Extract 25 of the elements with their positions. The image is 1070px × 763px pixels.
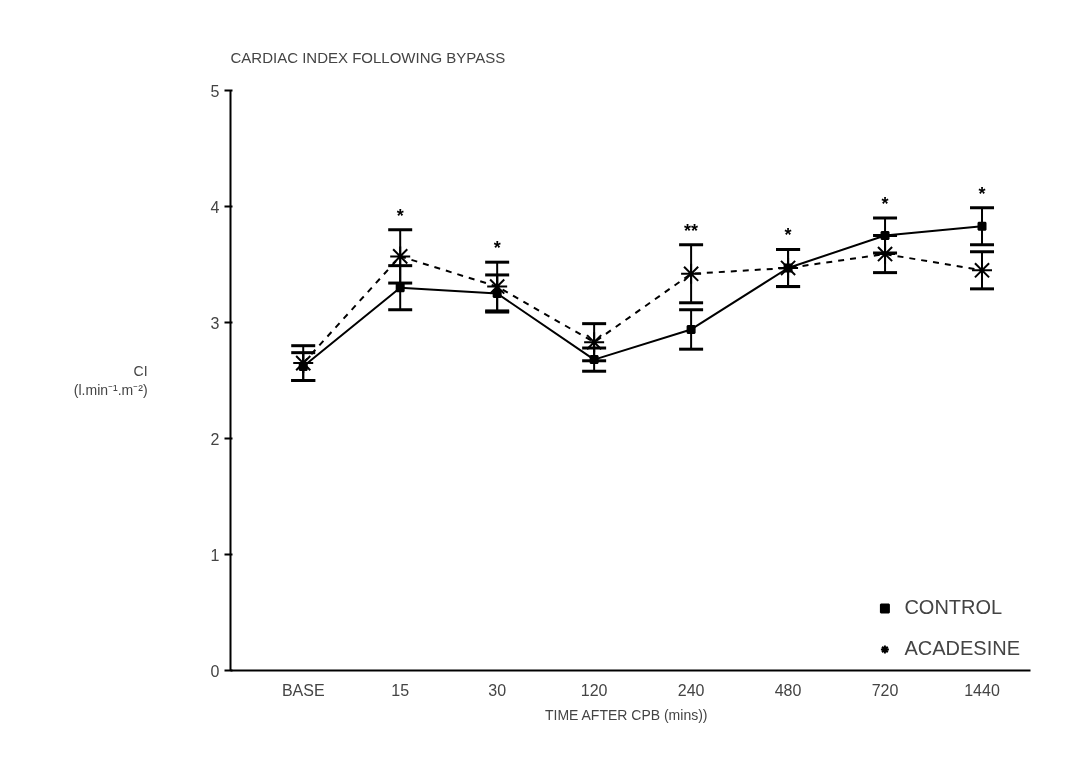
annotation: *: [493, 238, 501, 259]
x-tick-label: 480: [774, 681, 802, 699]
chart-title: CARDIAC INDEX FOLLOWING BYPASS: [230, 48, 506, 66]
x-axis-title: TIME AFTER CPB (mins)): [544, 706, 708, 723]
y-tick-label: 3: [210, 314, 220, 332]
y-tick-label: 4: [210, 198, 220, 216]
annotation: **: [684, 220, 699, 241]
y-tick-label: 5: [210, 82, 220, 100]
legend-label: CONTROL: [904, 596, 1003, 619]
y-tick-label: 1: [210, 546, 220, 564]
x-tick-label: 720: [871, 681, 899, 699]
x-tick-label: 15: [391, 681, 410, 699]
x-tick-label: 1440: [964, 681, 1000, 699]
y-axis-title: CI (l.min⁻¹.m⁻²): [73, 362, 148, 399]
annotation: *: [881, 194, 889, 215]
x-tick-label: 30: [488, 681, 507, 699]
x-tick-label: 240: [677, 681, 705, 699]
x-tick-label: BASE: [281, 681, 325, 699]
annotation: *: [396, 205, 404, 226]
legend-label: ACADESINE: [904, 637, 1020, 660]
annotation: *: [784, 225, 792, 246]
y-tick-label: 2: [210, 430, 220, 448]
annotation: *: [978, 183, 986, 204]
x-tick-label: 120: [580, 681, 608, 699]
y-tick-label: 0: [210, 662, 220, 680]
